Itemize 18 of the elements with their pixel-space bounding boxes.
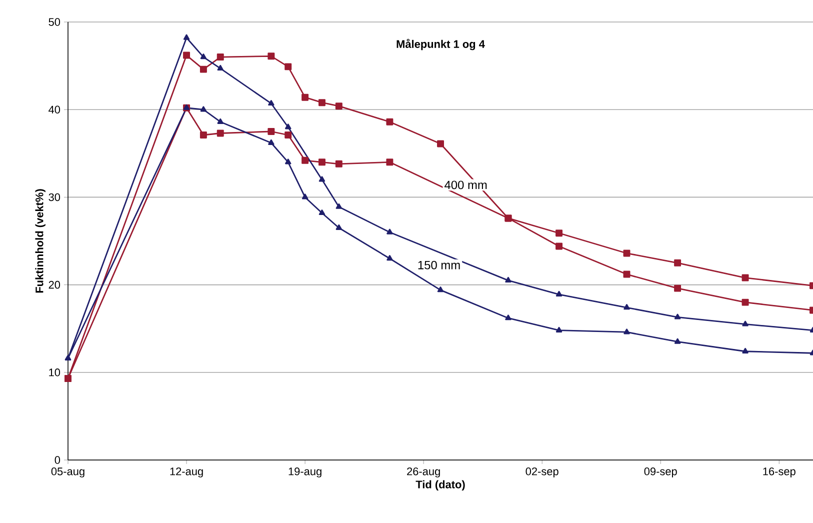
- y-axis-title: Fuktinnhold (vekt%): [35, 189, 46, 293]
- x-tick-label: 16-sep: [763, 468, 796, 478]
- x-axis-title: Tid (dato): [416, 480, 465, 490]
- x-tick-label: 12-aug: [170, 468, 203, 478]
- annotation: 150 mm: [418, 260, 460, 270]
- y-tick-label: 40: [48, 106, 60, 114]
- x-tick-label: 09-sep: [644, 468, 677, 478]
- y-tick-label: 20: [48, 280, 60, 289]
- y-tick-label: 0: [54, 456, 60, 464]
- y-tick-label: 30: [48, 193, 60, 202]
- annotation: 400 mm: [444, 180, 487, 190]
- x-tick-label: 19-aug: [288, 468, 322, 478]
- x-tick-label: 05-aug: [51, 468, 84, 478]
- y-tick-label: 50: [48, 18, 60, 26]
- text: Målepunkt 1 og 4: [396, 38, 485, 50]
- x-tick-label: 26-aug: [407, 468, 440, 478]
- x-tick-label: 02-sep: [526, 468, 558, 478]
- y-tick-label: 10: [49, 368, 60, 376]
